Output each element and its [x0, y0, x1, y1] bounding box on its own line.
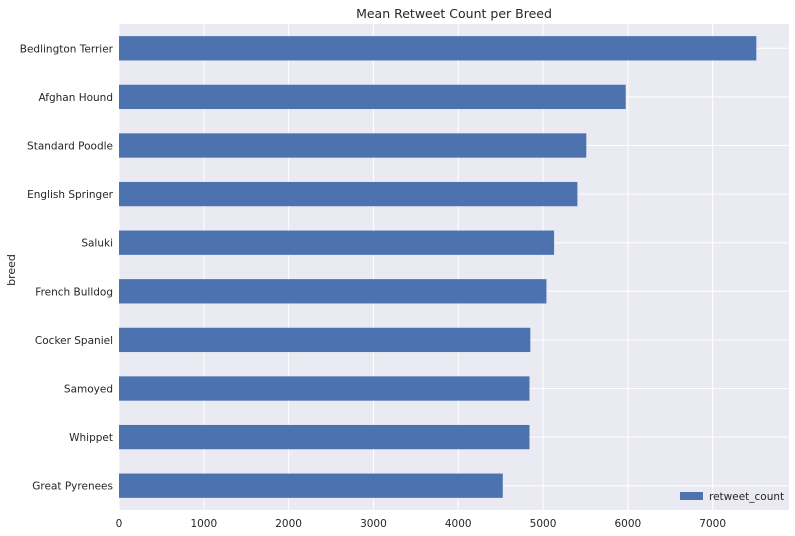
bar [119, 84, 626, 110]
x-tick-label: 5000 [530, 518, 557, 530]
chart-title: Mean Retweet Count per Breed [356, 6, 552, 21]
x-tick-label: 2000 [275, 518, 302, 530]
y-tick-label: Whippet [69, 432, 113, 444]
bar [119, 230, 555, 255]
bar [119, 473, 503, 498]
bar [119, 36, 757, 61]
bar [119, 327, 531, 353]
x-tick-label: 6000 [614, 518, 641, 530]
bar [119, 181, 578, 207]
bars [119, 36, 757, 498]
y-tick-label: Cocker Spaniel [35, 335, 113, 347]
bar [119, 424, 530, 450]
bar [119, 376, 530, 401]
bar [119, 133, 587, 158]
y-tick-label: English Springer [27, 189, 114, 201]
y-tick-labels: Bedlington Terrier Afghan Hound Standard P… [20, 43, 114, 492]
y-axis-label: breed [5, 254, 18, 286]
y-tick-label: Bedlington Terrier [20, 43, 114, 55]
y-tick-label: Standard Poodle [27, 141, 113, 153]
y-tick-label: Great Pyrenees [32, 481, 113, 493]
x-tick-label: 4000 [445, 518, 472, 530]
y-tick-label: Samoyed [64, 384, 113, 396]
y-tick-label: Afghan Hound [38, 92, 113, 104]
y-tick-label: French Bulldog [35, 286, 113, 298]
x-tick-label: 7000 [699, 518, 726, 530]
x-tick-label: 1000 [190, 518, 217, 530]
x-tick-label: 0 [116, 518, 123, 530]
y-tick-label: Saluki [81, 238, 113, 250]
x-tick-label: 3000 [360, 518, 387, 530]
x-tick-labels: 0 1000 2000 3000 4000 5000 6000 7000 [116, 518, 726, 530]
legend-label: retweet_count [709, 491, 784, 503]
legend: retweet_count [680, 491, 784, 503]
legend-swatch [680, 492, 703, 500]
bar [119, 279, 547, 304]
